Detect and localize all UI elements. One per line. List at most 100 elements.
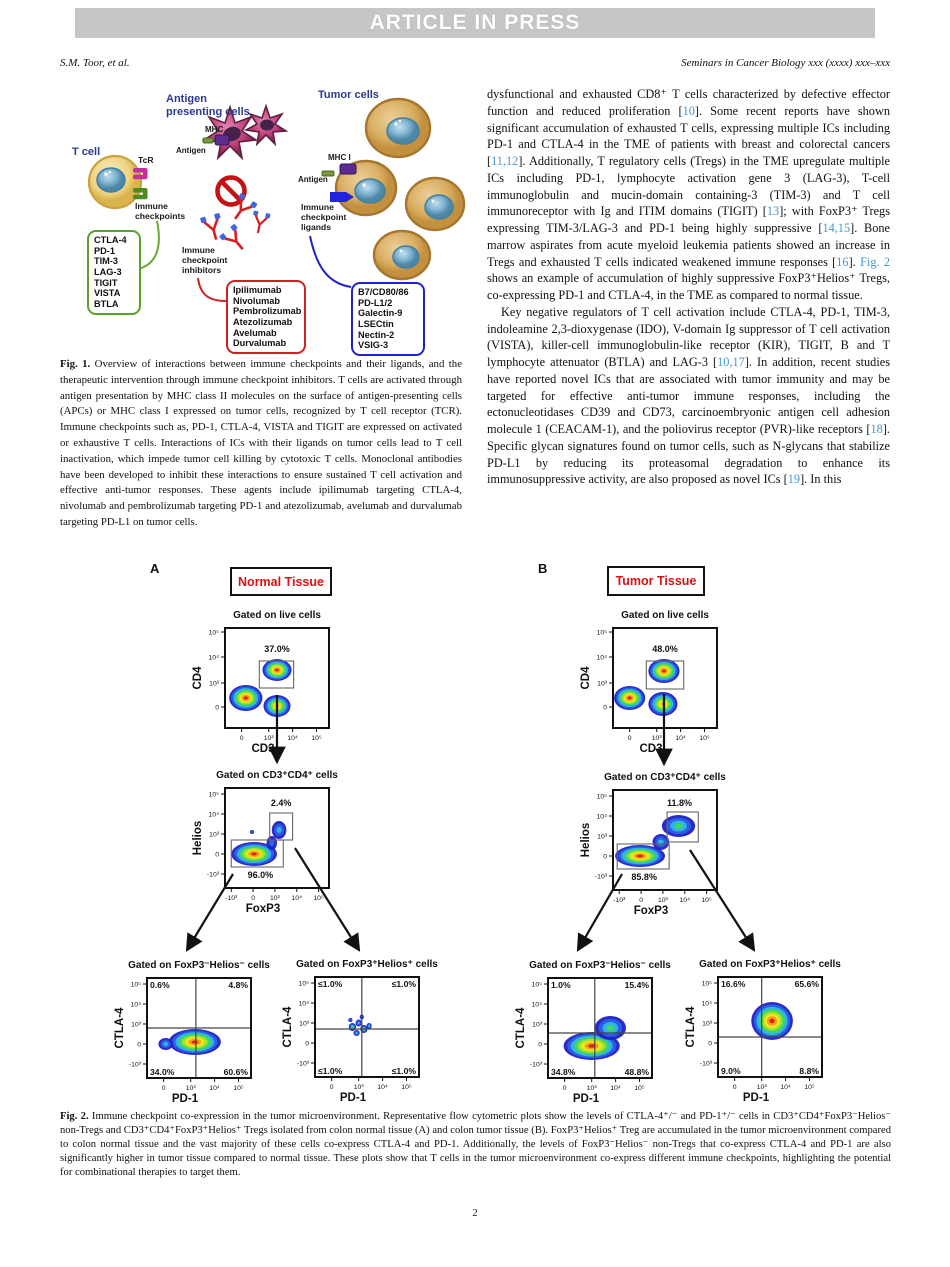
quadrant-percentage-label: 60.6%	[224, 1067, 249, 1077]
y-axis-label: CTLA-4	[685, 1006, 697, 1047]
y-tick-label: 10³	[299, 1020, 310, 1027]
text-segment: ].	[848, 254, 861, 269]
body-text-column: dysfunctional and exhausted CD8⁺ T cells…	[487, 86, 890, 488]
x-tick-label: 10⁵	[701, 897, 712, 904]
x-tick-label: 0	[240, 735, 244, 742]
y-tick-label: 10³	[597, 680, 608, 687]
plot-title: Gated on live cells	[233, 610, 321, 621]
x-tick-label: 10⁵	[699, 735, 710, 742]
x-tick-label: 0	[733, 1084, 737, 1091]
y-tick-label: 10⁵	[702, 980, 713, 987]
gate-percentage-label: 37.0%	[264, 644, 290, 654]
article-paragraph: dysfunctional and exhausted CD8⁺ T cells…	[487, 86, 890, 304]
quadrant-percentage-label: 34.0%	[150, 1067, 175, 1077]
antibody-icon	[253, 210, 271, 234]
text-segment: Fig. 2.	[60, 1111, 89, 1122]
text-segment: ]. In this	[800, 472, 842, 487]
running-head-journal: Seminars in Cancer Biology xxx (xxxx) xx…	[681, 57, 890, 69]
y-tick-label: 0	[305, 1040, 309, 1047]
y-tick-label: -10³	[207, 871, 220, 878]
gating-arrows	[185, 694, 756, 952]
gate-percentage-label: 2.4%	[271, 798, 292, 808]
list-item: Nectin-2	[358, 329, 395, 340]
citation-link[interactable]: 16	[836, 254, 849, 269]
page-number: 2	[472, 1208, 478, 1219]
x-tick-label: 0	[628, 735, 632, 742]
citation-link[interactable]: 10	[682, 103, 695, 118]
banner-text: ARTICLE IN PRESS	[369, 11, 581, 34]
y-tick-label: 10⁴	[299, 1000, 310, 1007]
y-tick-label: 10⁵	[209, 791, 220, 798]
list-item: Nivolumab	[233, 295, 280, 306]
citation-link[interactable]: 10,17	[717, 355, 745, 369]
antibody-icon	[200, 213, 221, 240]
t-cell-label: T cell	[72, 146, 101, 158]
list-item: LSECtin	[358, 319, 394, 330]
citation-link[interactable]: 14,15	[822, 221, 851, 235]
x-tick-label: 0	[563, 1085, 567, 1092]
x-tick-label: 10⁴	[287, 735, 298, 742]
quadrant-percentage-label: 9.0%	[721, 1066, 741, 1076]
citation-link[interactable]: Fig. 2	[860, 254, 890, 269]
article-paragraph: Key negative regulators of T cell activa…	[487, 304, 890, 488]
ligand-list: B7/CD80/86 PD-L1/2 Galectin-9 LSECtin Nectin…	[358, 287, 418, 351]
list-item: Atezolizumab	[233, 317, 293, 328]
x-axis-label: PD-1	[172, 1093, 199, 1105]
plot-title: Gated on FoxP3⁻Helios⁻ cells	[529, 960, 671, 971]
list-item: PD-L1/2	[358, 297, 393, 308]
x-tick-label: 10³	[757, 1084, 768, 1091]
y-tick-label: 10⁵	[532, 981, 543, 988]
flow-plot-a-treg: Gated on FoxP3⁺Helios⁺ cells ≤1.0% ≤1.0% ≤1…	[281, 959, 438, 1105]
mhc-label: MHC	[205, 125, 224, 134]
quadrant-percentage-label: ≤1.0%	[392, 979, 417, 989]
citation-link[interactable]: 18	[870, 422, 883, 436]
y-tick-label: 0	[603, 853, 607, 860]
list-item: VISTA	[94, 288, 121, 299]
t-cell-shape	[87, 154, 143, 210]
list-item: PD-1	[94, 245, 115, 256]
x-tick-label: 10⁴	[209, 1085, 220, 1092]
gate-percentage-label: 96.0%	[248, 870, 274, 880]
y-tick-label: 10⁴	[131, 1001, 142, 1008]
x-tick-label: 10⁵	[233, 1085, 244, 1092]
x-tick-label: 10⁵	[634, 1085, 645, 1092]
x-tick-label: -10³	[225, 895, 238, 902]
figure-1-diagram: T cell Antigen presenting cells Tumor ce…	[58, 88, 468, 357]
y-tick-label: 0	[137, 1041, 141, 1048]
plot-title: Gated on CD3⁺CD4⁺ cells	[216, 770, 338, 781]
x-tick-label: 10³	[264, 735, 275, 742]
x-axis-label: PD-1	[743, 1092, 770, 1104]
running-head-author: S.M. Toor, et al.	[60, 57, 130, 69]
normal-tissue-label: Normal Tissue	[238, 574, 324, 589]
y-tick-label: 10⁴	[597, 813, 608, 820]
citation-link[interactable]: 13	[766, 204, 780, 219]
text-segment: ]. Specific glycan signatures found on t…	[487, 422, 890, 487]
citation-link[interactable]: 11,12	[491, 154, 519, 168]
flow-plot-a-cd3cd4: Gated on CD3⁺CD4⁺ cells 2.4% 96.0% 10⁵ 10⁴ 10…	[191, 770, 341, 916]
plot-title: Gated on live cells	[621, 610, 709, 621]
y-tick-label: 10⁴	[702, 1000, 713, 1007]
text-segment: ]. Bone marrow aspirates from acute myel…	[487, 221, 891, 269]
list-item: TIM-3	[94, 256, 118, 267]
list-item: Pembrolizumab	[233, 306, 302, 317]
flow-plot-canvas: 0.6% 4.8% 34.0% 60.6% 10⁵ 10⁴ 10³ 0 -10³ 0 10³ 10⁴ 1…	[114, 977, 252, 1105]
y-axis-label: CD4	[192, 666, 204, 690]
list-item: Galectin-9	[358, 308, 403, 319]
y-tick-label: 0	[215, 704, 219, 711]
text-segment: ]. Some recent reports have shown signif…	[487, 103, 890, 168]
text-segment: dysfunctional and exhausted CD8⁺ T cells…	[487, 87, 890, 118]
x-tick-label: -10³	[613, 897, 626, 904]
y-tick-label: 10⁴	[209, 811, 220, 818]
figure-1-artwork	[87, 97, 466, 302]
plot-title: Gated on FoxP3⁻Helios⁻ cells	[128, 960, 270, 971]
quadrant-percentage-label: ≤1.0%	[318, 1066, 343, 1076]
connector-line-red	[197, 277, 227, 302]
citation-link[interactable]: 19	[787, 472, 801, 487]
text-segment: ]; with FoxP3⁺ Tregs expressing TIM-3/LA…	[487, 204, 890, 235]
x-tick-label: 10⁴	[377, 1084, 388, 1091]
inhibitor-list-box: Ipilimumab Nivolumab Pembrolizumab Atezoliz…	[226, 280, 306, 355]
x-axis-label: FoxP3	[246, 903, 281, 915]
prohibition-icon	[215, 175, 247, 207]
y-axis-label: Helios	[580, 823, 592, 858]
